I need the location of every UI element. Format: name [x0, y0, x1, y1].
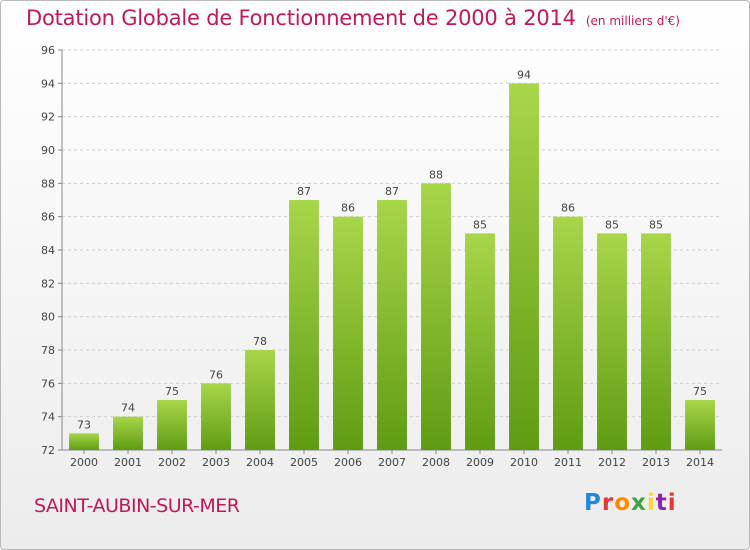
data-label: 75 [693, 385, 707, 398]
y-tick-label: 84 [41, 244, 55, 257]
x-tick-label: 2010 [510, 456, 538, 469]
x-tick-label: 2005 [290, 456, 318, 469]
x-tick-label: 2013 [642, 456, 670, 469]
y-tick-label: 92 [41, 111, 55, 124]
chart-title: Dotation Globale de Fonctionnement de 20… [26, 6, 680, 30]
chart-title-text: Dotation Globale de Fonctionnement de 20… [26, 6, 576, 30]
data-label: 94 [517, 68, 531, 81]
data-label: 85 [605, 218, 619, 231]
logo-letter: t [655, 490, 668, 516]
x-tick-label: 2003 [202, 456, 230, 469]
x-tick-label: 2009 [466, 456, 494, 469]
bar [641, 233, 671, 450]
y-tick-label: 82 [41, 277, 55, 290]
x-tick-label: 2014 [686, 456, 714, 469]
bar [685, 400, 715, 450]
x-tick-label: 2004 [246, 456, 274, 469]
data-label: 75 [165, 385, 179, 398]
data-label: 74 [121, 402, 135, 415]
data-label: 85 [649, 218, 663, 231]
logo-letter: i [667, 490, 677, 516]
bar [69, 433, 99, 450]
x-tick-label: 2011 [554, 456, 582, 469]
data-label: 88 [429, 168, 443, 181]
x-tick-label: 2006 [334, 456, 362, 469]
bar [157, 400, 187, 450]
data-label: 73 [77, 418, 91, 431]
logo-letter: r [601, 490, 615, 516]
y-tick-label: 80 [41, 311, 55, 324]
logo-letter: P [584, 490, 602, 516]
data-label: 87 [385, 185, 399, 198]
x-tick-label: 2008 [422, 456, 450, 469]
logo-letter: i [646, 490, 656, 516]
data-label: 86 [341, 202, 355, 215]
x-tick-label: 2007 [378, 456, 406, 469]
y-tick-label: 78 [41, 344, 55, 357]
bar [465, 233, 495, 450]
y-tick-label: 72 [41, 444, 55, 457]
bar [421, 183, 451, 451]
bar [509, 83, 539, 450]
axes: 72 74 76 78 80 82 84 86 88 90 92 94 96 2000 2001 2002 20… [41, 44, 722, 469]
proxiti-logo[interactable]: Proxiti [584, 490, 677, 516]
logo-letter: o [614, 490, 632, 516]
y-tick-label: 86 [41, 211, 55, 224]
bar [289, 200, 319, 450]
x-tick-label: 2001 [114, 456, 142, 469]
bar [201, 383, 231, 450]
y-tick-label: 76 [41, 377, 55, 390]
x-tick-label: 2000 [70, 456, 98, 469]
data-label: 78 [253, 335, 267, 348]
data-label: 85 [473, 218, 487, 231]
y-tick-label: 74 [41, 411, 55, 424]
data-labels: 73 74 75 76 78 87 86 87 88 85 94 86 85 85 75 [77, 68, 707, 431]
logo-letter: x [631, 490, 647, 516]
y-tick-label: 90 [41, 144, 55, 157]
data-label: 87 [297, 185, 311, 198]
chart-subtitle: (en milliers d'€) [585, 14, 680, 28]
data-label: 86 [561, 202, 575, 215]
y-tick-label: 94 [41, 77, 55, 90]
y-tick-label: 96 [41, 44, 55, 57]
bar [377, 200, 407, 450]
bar [245, 350, 275, 450]
y-tick-label: 88 [41, 177, 55, 190]
bar [113, 416, 143, 450]
commune-name: SAINT-AUBIN-SUR-MER [34, 495, 240, 517]
x-tick-label: 2002 [158, 456, 186, 469]
bar [597, 233, 627, 450]
data-label: 76 [209, 368, 223, 381]
x-tick-label: 2012 [598, 456, 626, 469]
bars [69, 83, 715, 451]
bar [333, 216, 363, 450]
bar [553, 216, 583, 450]
